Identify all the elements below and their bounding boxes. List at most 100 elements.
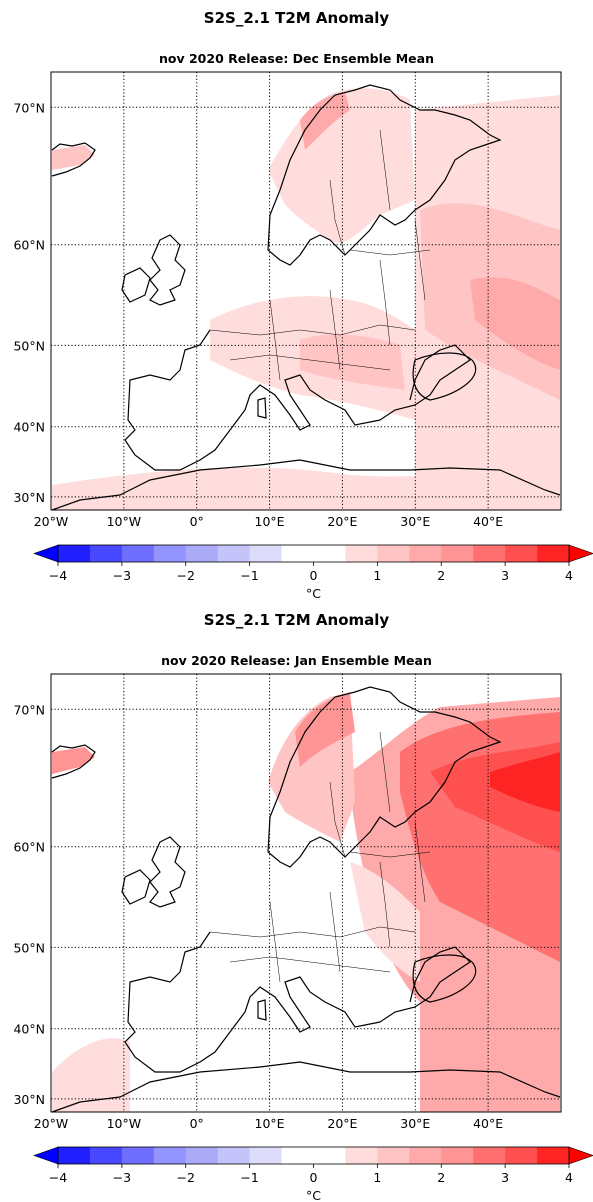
colorbar-tick-label: 2 — [437, 1170, 445, 1185]
colorbar-swatch — [89, 545, 123, 562]
colorbar-swatch — [153, 1147, 187, 1164]
lon-tick-label: 20°W — [34, 1116, 69, 1131]
colorbar-under-arrow — [33, 1146, 59, 1165]
colorbar-swatch — [441, 1147, 474, 1164]
lon-tick-labels: 20°W 10°W 0° 10°E 20°E 30°E 40°E — [34, 514, 504, 529]
lon-tick-label: 10°E — [255, 514, 285, 529]
figure-title: S2S_2.1 T2M Anomaly — [203, 611, 390, 629]
lon-tick-label: 10°E — [255, 1116, 285, 1131]
map-svg: 70°N 60°N 50°N 40°N 30°N 20°W 10°W 0° 10°E 20°E 3… — [13, 71, 593, 600]
anomaly-region-turkey — [430, 992, 560, 1072]
lon-tick-labels: 20°W 10°W 0° 10°E 20°E 30°E 40°E — [34, 1116, 504, 1131]
coastline-italy-sardinia — [257, 999, 267, 1021]
colorbar-swatch — [473, 1147, 506, 1164]
coastline-africa — [51, 459, 561, 511]
lat-tick-label: 50°N — [13, 338, 45, 353]
coastline-ireland — [121, 267, 151, 303]
anomaly-region-norway — [295, 694, 355, 767]
colorbar-swatch — [58, 1147, 91, 1164]
colorbar-unit-label: °C — [306, 586, 321, 600]
country-borders — [209, 731, 431, 983]
map-frame — [50, 673, 562, 1113]
colorbar-tick-label: −3 — [113, 1170, 131, 1185]
coastline-italy-sardinia — [257, 397, 267, 419]
map-panel-dec: S2S_2.1 T2M Anomaly nov 2020 Release: De… — [0, 0, 593, 600]
colorbar-tick-label: 0 — [310, 1170, 318, 1185]
colorbar-swatch — [249, 545, 282, 562]
colorbar-swatch — [281, 1147, 346, 1164]
colorbar-swatch — [153, 545, 187, 562]
coastline-africa — [51, 1061, 561, 1113]
lat-tick-labels: 70°N 60°N 50°N 40°N 30°N — [13, 702, 45, 1107]
colorbar: −4 −3 −2 −1 0 1 2 3 4 °C — [33, 544, 593, 600]
colorbar-tick-label: −1 — [240, 1170, 258, 1185]
lat-tick-label: 60°N — [13, 238, 45, 253]
colorbar-swatch — [537, 1147, 570, 1164]
colorbar-swatch — [249, 1147, 282, 1164]
lon-tick-label: 20°E — [327, 1116, 357, 1131]
colorbar-swatch — [345, 545, 378, 562]
colorbar-swatch — [409, 545, 442, 562]
colorbar-unit-label: °C — [306, 1188, 321, 1202]
colorbar-over-arrow — [568, 1146, 593, 1165]
colorbar-swatch — [185, 1147, 218, 1164]
lat-tick-label: 40°N — [13, 1022, 45, 1037]
anomaly-region-iceland — [52, 145, 95, 170]
lon-tick-label: 0° — [190, 1116, 204, 1131]
colorbar-tick-label: −3 — [113, 568, 131, 583]
colorbar-swatch — [121, 1147, 155, 1164]
colorbar-swatch — [217, 1147, 250, 1164]
coastline-iceland — [51, 744, 96, 779]
colorbar-swatch — [505, 1147, 538, 1164]
coastline-ireland — [121, 869, 151, 905]
lat-tick-label: 30°N — [13, 1092, 45, 1107]
lat-tick-labels: 70°N 60°N 50°N 40°N 30°N — [13, 100, 45, 505]
panel-subtitle: nov 2020 Release: Jan Ensemble Mean — [161, 653, 432, 668]
colorbar-swatch — [441, 545, 474, 562]
colorbar-swatch — [377, 1147, 410, 1164]
anomaly-region-central — [350, 862, 420, 982]
colorbar-tick-label: 2 — [437, 568, 445, 583]
lat-tick-label: 60°N — [13, 840, 45, 855]
gridlines — [51, 72, 561, 510]
map-panel-jan: S2S_2.1 T2M Anomaly nov 2020 Release: Ja… — [0, 602, 593, 1202]
coastlines — [51, 686, 561, 1113]
lon-tick-label: 10°W — [107, 1116, 142, 1131]
lat-tick-label: 70°N — [13, 100, 45, 115]
coastline-continent-west — [124, 931, 471, 1073]
panel-subtitle: nov 2020 Release: Dec Ensemble Mean — [158, 51, 434, 66]
anomaly-region-norway-coast — [300, 92, 350, 150]
colorbar-swatch — [345, 1147, 378, 1164]
anomaly-region-balkans — [300, 334, 405, 390]
coastlines — [51, 84, 561, 511]
coastline-continent-west — [124, 329, 471, 471]
colorbar-tick-label: −4 — [49, 568, 67, 583]
gridlines — [51, 674, 561, 1112]
lon-tick-label: 30°E — [400, 1116, 430, 1131]
colorbar-tick-label: −2 — [177, 1170, 195, 1185]
colorbar-swatch — [58, 545, 91, 562]
country-borders — [209, 129, 431, 381]
lat-tick-label: 50°N — [13, 940, 45, 955]
lon-tick-label: 20°W — [34, 514, 69, 529]
colorbar-tick-label: 3 — [501, 1170, 509, 1185]
anomaly-shading — [52, 88, 560, 510]
colorbar-swatch — [217, 545, 250, 562]
lon-tick-label: 40°E — [473, 514, 503, 529]
colorbar-swatch — [537, 545, 570, 562]
colorbar-tick-label: 1 — [373, 1170, 381, 1185]
coastline-uk — [149, 836, 186, 908]
anomaly-region-iceland — [52, 747, 95, 774]
coastline-black-sea — [412, 352, 477, 401]
map-svg: 70°N 60°N 50°N 40°N 30°N 20°W 10°W 0° 10°E 20°E 3… — [13, 673, 593, 1202]
coastline-scandinavia — [267, 686, 502, 868]
colorbar-under-arrow — [33, 544, 59, 563]
colorbar-swatch — [505, 545, 538, 562]
colorbar: −4 −3 −2 −1 0 1 2 3 4 °C — [33, 1146, 593, 1202]
lon-tick-label: 0° — [190, 514, 204, 529]
colorbar-swatch — [377, 545, 410, 562]
anomaly-region-east-extreme — [490, 752, 560, 812]
colorbar-swatch — [473, 545, 506, 562]
colorbar-swatch — [89, 1147, 123, 1164]
anomaly-region-africa — [52, 467, 560, 510]
